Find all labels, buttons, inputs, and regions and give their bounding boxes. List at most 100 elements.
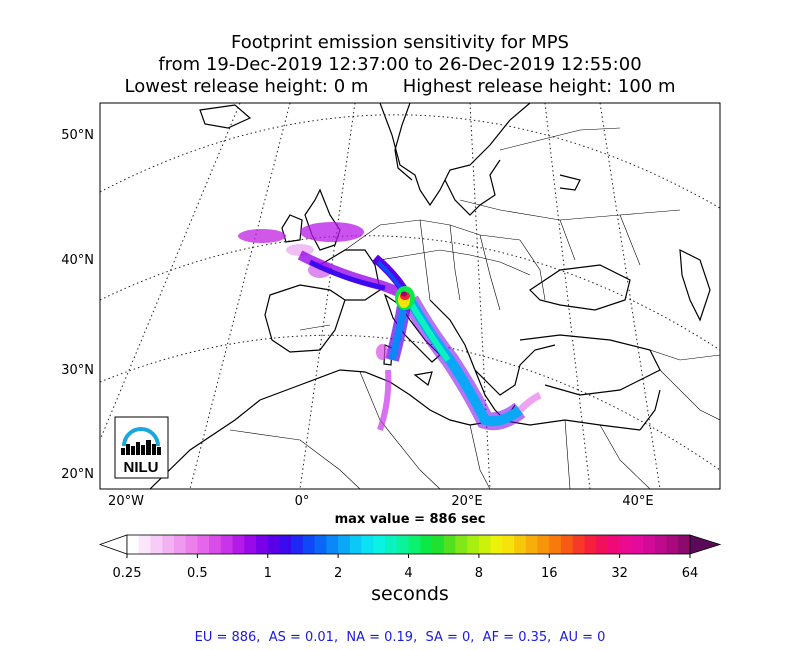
- colorbar-swatch: [162, 535, 175, 554]
- colorbar-swatch: [502, 535, 515, 554]
- colorbar-swatch: [514, 535, 527, 554]
- colorbar-swatch: [654, 535, 668, 554]
- colorbar-swatch: [666, 535, 679, 554]
- colorbar-swatch: [619, 535, 632, 554]
- coast-turkey: [519, 334, 661, 396]
- colorbar-swatch: [408, 535, 421, 554]
- coast-norway-west: [394, 103, 413, 181]
- colorbar-tick-label: 0.5: [187, 566, 208, 581]
- colorbar-swatch: [431, 535, 445, 554]
- colorbar-swatch: [220, 535, 234, 554]
- coast-sicily: [413, 371, 433, 387]
- coast-iberia: [264, 284, 346, 353]
- region-summary: EU = 886, AS = 0.01, NA = 0.19, SA = 0, …: [194, 630, 606, 645]
- colorbar-swatch: [678, 535, 691, 554]
- colorbar-swatch: [244, 535, 257, 554]
- colorbar-swatch: [607, 535, 621, 554]
- colorbar-extend-high: [689, 534, 722, 555]
- colorbar-swatch: [478, 535, 492, 554]
- colorbar-swatch: [443, 535, 457, 554]
- colorbar-swatch: [349, 535, 363, 554]
- colorbar-extend-low: [98, 534, 128, 555]
- colorbar-swatch: [232, 535, 245, 554]
- parallel-40n: [100, 235, 720, 351]
- lat-label-50n: 50°N: [61, 128, 94, 143]
- colorbar-swatch: [525, 535, 539, 554]
- colorbar-swatch: [490, 535, 503, 554]
- chart-title-line-1: Footprint emission sensitivity for MPS: [231, 32, 569, 53]
- colorbar-swatch: [537, 535, 550, 554]
- colorbar-swatch: [173, 535, 187, 554]
- lat-label-20n: 20°N: [61, 467, 94, 482]
- coast-balkans: [429, 299, 556, 396]
- colorbar-tick-label: 4: [404, 566, 412, 581]
- lon-label-20e: 20°E: [451, 494, 482, 509]
- colorbar-swatch: [291, 535, 304, 554]
- max-value-label: max value = 886 sec: [335, 512, 486, 527]
- colorbar-swatch: [643, 535, 656, 554]
- colorbar-swatch: [197, 535, 210, 554]
- coast-gb: [304, 188, 341, 251]
- colorbar-tick-label: 64: [682, 566, 699, 581]
- lat-label-40n: 40°N: [61, 253, 94, 268]
- parallel-60n: [100, 4, 720, 95]
- coast-scandinavia: [379, 103, 531, 207]
- colorbar-swatch: [185, 535, 198, 554]
- colorbar-swatch: [584, 535, 597, 554]
- coast-north-africa: [149, 369, 641, 489]
- colorbar-swatch: [209, 535, 222, 554]
- coast-levant: [639, 389, 661, 431]
- colorbar-swatch: [127, 535, 140, 554]
- coast-ireland: [281, 214, 303, 243]
- colorbar-swatch: [396, 535, 410, 554]
- colorbar-swatch: [267, 535, 281, 554]
- colorbar-tick-label: 16: [541, 566, 558, 581]
- colorbar: 0.25 0.5 1 2 4 8 16 32 64: [98, 534, 722, 581]
- colorbar-swatch: [361, 535, 374, 554]
- sensitivity-plume: [238, 222, 542, 431]
- colorbar-swatch: [150, 535, 163, 554]
- lon-label-40e: 40°E: [622, 494, 653, 509]
- coast-caspian: [679, 248, 711, 322]
- colorbar-unit-label: seconds: [371, 583, 449, 605]
- colorbar-swatch: [631, 535, 644, 554]
- colorbar-tick-label: 32: [611, 566, 628, 581]
- coast-black-sea: [529, 264, 631, 311]
- meridian-20e: [469, 103, 491, 489]
- country-borders: [229, 127, 720, 489]
- colorbar-swatch: [385, 535, 398, 554]
- coastlines: [149, 103, 711, 489]
- meridian-30e: [544, 103, 591, 489]
- nilu-logo: NILU: [114, 416, 169, 479]
- colorbar-swatch: [138, 535, 152, 554]
- colorbar-swatch: [420, 535, 433, 554]
- chart-title-line-3: Lowest release height: 0 m Highest relea…: [124, 76, 676, 97]
- colorbar-tick-label: 2: [334, 566, 342, 581]
- colorbar-swatch: [455, 535, 468, 554]
- colorbar-swatch: [549, 535, 562, 554]
- colorbar-tick-label: 1: [264, 566, 272, 581]
- chart-title-line-2: from 19-Dec-2019 12:37:00 to 26-Dec-2019…: [158, 54, 642, 75]
- colorbar-swatch: [314, 535, 327, 554]
- colorbar-swatch: [302, 535, 316, 554]
- nilu-logo-text: NILU: [124, 459, 159, 476]
- lon-label-0: 0°: [295, 494, 310, 509]
- coast-white-sea: [559, 174, 581, 191]
- graticule: [100, 4, 720, 489]
- colorbar-swatch: [572, 535, 586, 554]
- colorbar-swatch: [326, 535, 339, 554]
- map-frame: [99, 102, 721, 490]
- meridian-10w: [189, 103, 291, 489]
- colorbar-swatch: [596, 535, 609, 554]
- colorbar-swatch: [256, 535, 269, 554]
- colorbar-swatch: [560, 535, 574, 554]
- map-panel: 50°N 40°N 30°N 20°N 20°W 0° 20°E 40°E NI…: [61, 4, 721, 509]
- colorbar-swatch: [373, 535, 386, 554]
- colorbar-swatch: [467, 535, 480, 554]
- lat-label-30n: 30°N: [61, 363, 94, 378]
- colorbar-swatch: [279, 535, 292, 554]
- meridian-0: [299, 103, 356, 489]
- coast-iceland: [199, 104, 252, 129]
- parallel-30n: [100, 334, 720, 471]
